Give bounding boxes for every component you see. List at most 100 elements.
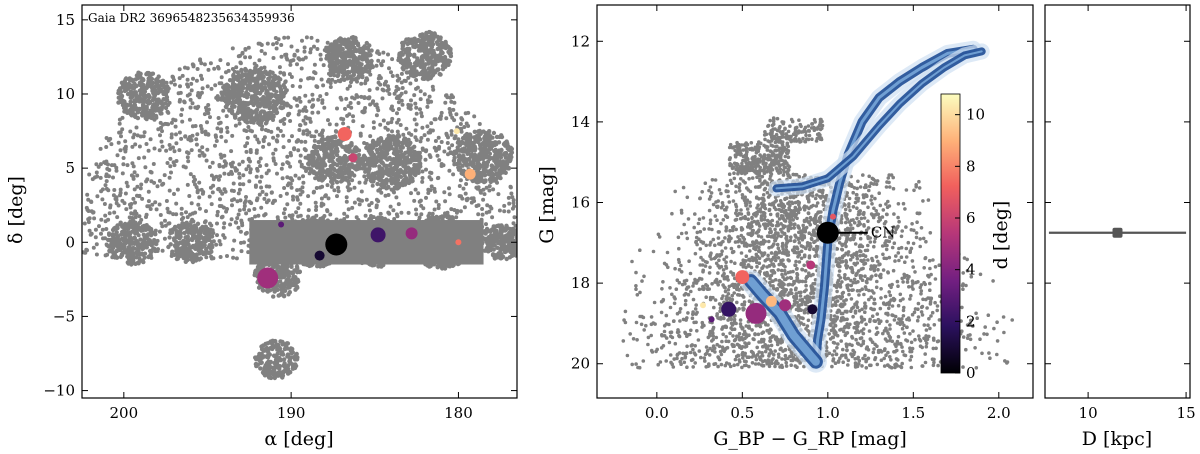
field-star: [133, 114, 138, 120]
field-star: [295, 48, 300, 53]
field-star: [419, 212, 424, 217]
field-star: [285, 160, 290, 165]
field-star: [356, 197, 361, 202]
field-star: [458, 167, 463, 172]
field-star: [389, 175, 394, 181]
field-star: [302, 49, 307, 54]
field-star: [200, 191, 205, 196]
field-star: [149, 249, 154, 255]
field-star: [199, 228, 204, 233]
field-star: [349, 76, 354, 82]
field-star: [226, 62, 230, 67]
field-star: [211, 239, 216, 244]
field-star: [259, 66, 264, 71]
field-star: [468, 152, 474, 157]
field-star: [160, 182, 165, 187]
field-star: [327, 169, 332, 174]
field-star: [106, 162, 110, 167]
field-star: [267, 80, 272, 86]
field-star: [432, 207, 437, 212]
field-star: [166, 86, 171, 91]
field-star: [408, 106, 413, 111]
field-star: [133, 142, 138, 147]
field-star: [242, 128, 247, 133]
field-star: [318, 94, 323, 99]
field-star: [371, 120, 376, 125]
field-star: [279, 166, 284, 171]
field-star: [399, 71, 404, 76]
field-star: [99, 231, 103, 236]
field-star: [346, 207, 351, 212]
field-star: [296, 148, 301, 153]
field-star: [309, 35, 314, 40]
field-star: [508, 184, 513, 189]
field-star: [406, 210, 411, 215]
field-star: [131, 86, 136, 91]
field-star: [336, 189, 341, 194]
field-star: [147, 238, 153, 243]
field-star: [496, 161, 501, 166]
field-star: [239, 249, 244, 254]
field-star: [230, 160, 235, 165]
field-star: [398, 168, 404, 174]
field-star: [341, 117, 346, 122]
field-star: [82, 221, 87, 226]
field-star: [446, 62, 451, 67]
field-star: [400, 102, 405, 107]
field-star: [191, 179, 196, 184]
field-star: [206, 103, 211, 107]
field-star: [426, 191, 431, 195]
field-star: [345, 62, 351, 67]
field-star: [187, 247, 192, 252]
field-star: [259, 205, 264, 210]
field-star: [139, 110, 145, 116]
field-star: [420, 179, 425, 184]
field-star: [232, 82, 237, 88]
field-star: [497, 208, 502, 213]
field-star: [285, 154, 290, 159]
field-star: [411, 37, 416, 42]
field-star: [394, 212, 399, 217]
field-star: [429, 171, 434, 175]
field-star: [336, 185, 341, 190]
field-star: [497, 173, 502, 178]
field-star: [388, 204, 393, 209]
field-star: [158, 87, 163, 92]
field-star: [240, 50, 245, 55]
field-star: [369, 48, 374, 53]
field-star: [213, 143, 217, 148]
field-star: [273, 147, 278, 152]
field-star: [137, 214, 142, 219]
field-star: [380, 174, 385, 179]
field-star: [447, 168, 452, 173]
field-star: [264, 117, 269, 122]
field-star: [499, 134, 505, 140]
field-star: [197, 180, 202, 185]
field-star: [427, 29, 432, 35]
field-star: [285, 202, 290, 207]
field-star: [476, 167, 481, 172]
field-star: [239, 67, 244, 73]
field-star: [340, 156, 345, 161]
field-star: [494, 134, 500, 140]
field-star: [459, 126, 464, 131]
field-star: [411, 44, 416, 49]
field-star: [417, 60, 422, 65]
field-star: [429, 99, 434, 104]
field-star: [296, 56, 301, 61]
field-star: [464, 133, 469, 139]
field-star: [155, 98, 161, 104]
field-star: [344, 195, 349, 200]
field-star: [253, 92, 258, 98]
field-star: [242, 72, 247, 77]
field-star: [192, 257, 197, 262]
field-star: [104, 227, 109, 231]
field-star: [511, 201, 516, 205]
field-star: [177, 67, 182, 72]
field-star: [357, 202, 362, 207]
field-star: [209, 202, 214, 207]
field-star: [439, 50, 445, 56]
field-star: [306, 214, 311, 219]
field-star: [439, 162, 444, 166]
field-star: [278, 89, 283, 95]
